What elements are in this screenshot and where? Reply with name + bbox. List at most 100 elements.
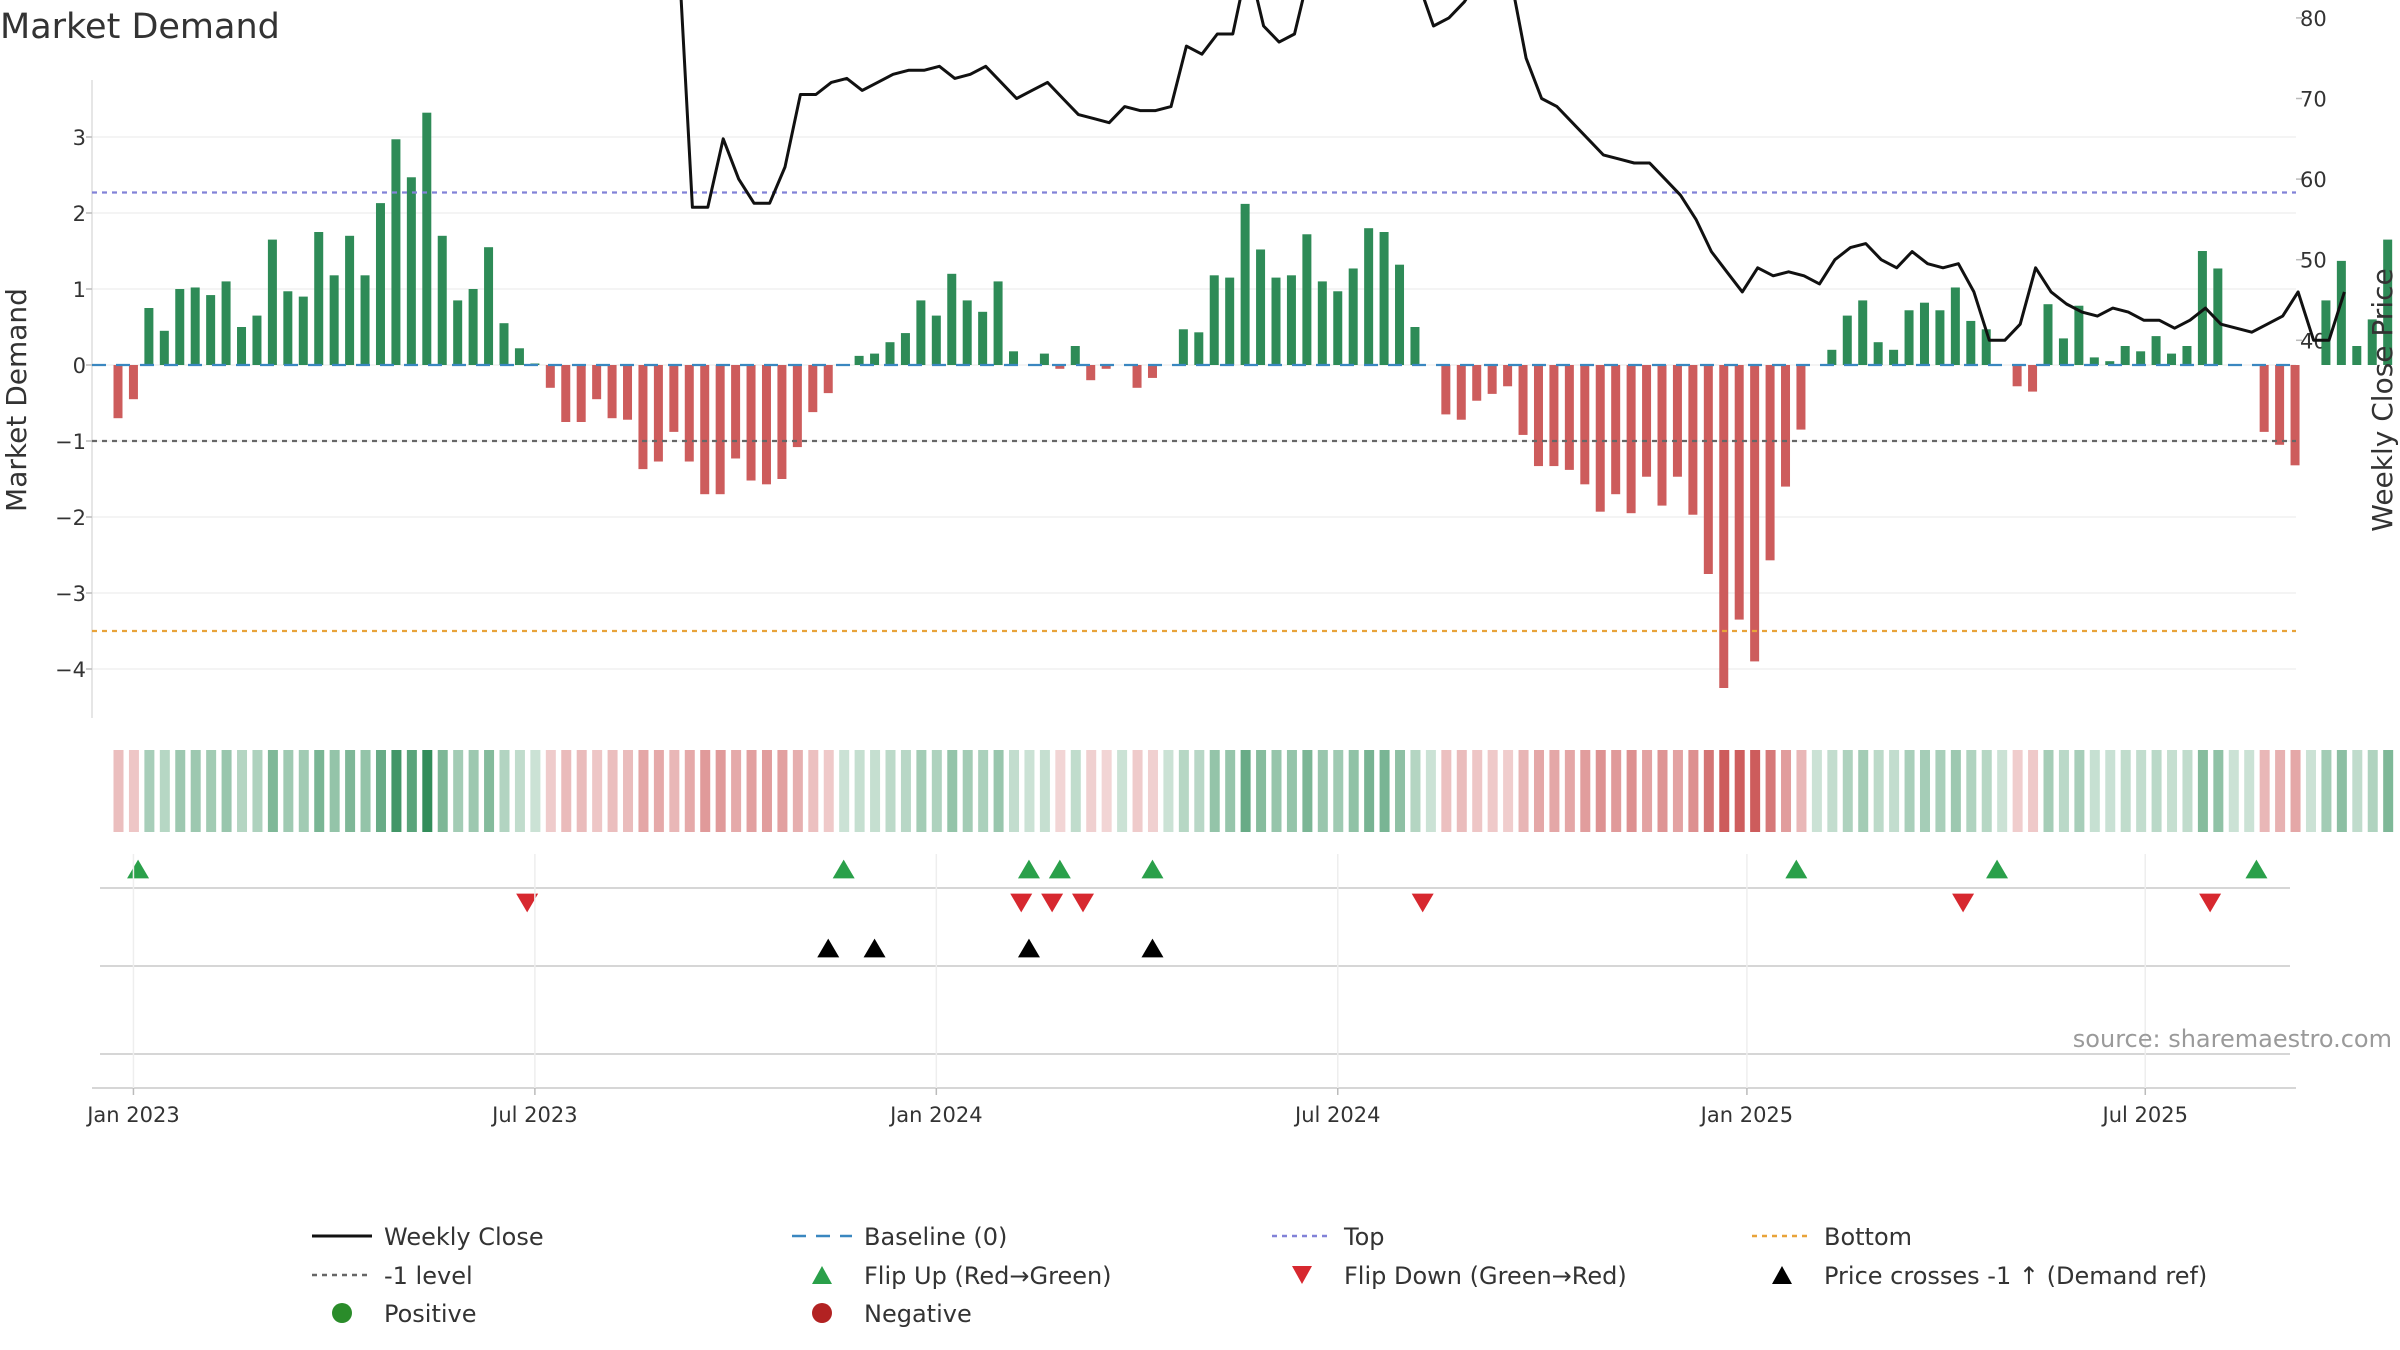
- demand-bar: [1240, 203, 1250, 365]
- demand-bar: [1225, 277, 1235, 365]
- demand-bar: [1966, 320, 1976, 365]
- heat-strip-cell: [885, 750, 896, 832]
- demand-bar: [1348, 268, 1358, 365]
- legend-label-baseline: Baseline (0): [864, 1223, 1007, 1251]
- demand-bar: [1842, 315, 1852, 365]
- demand-bar: [221, 281, 231, 365]
- price-cross-marker: [817, 938, 840, 958]
- heat-strip-cell: [329, 750, 340, 832]
- y-axis-title: Market Demand: [0, 288, 33, 512]
- demand-bar: [298, 296, 308, 365]
- heat-strip-cell: [1395, 750, 1406, 832]
- heat-strip-cell: [468, 750, 479, 832]
- demand-bar: [499, 323, 509, 365]
- demand-bar: [1070, 346, 1080, 365]
- x-tick-label: Jul 2023: [490, 1103, 577, 1127]
- reference-lines: [92, 191, 2296, 633]
- demand-bar: [1765, 365, 1775, 561]
- demand-bar: [592, 365, 602, 400]
- demand-bar: [1935, 310, 1945, 365]
- x-tick-label: Jul 2025: [2101, 1103, 2188, 1127]
- demand-bar: [267, 239, 277, 365]
- legend-label-bottom: Bottom: [1824, 1223, 1912, 1251]
- heat-strip-cell: [2244, 750, 2255, 832]
- demand-bar: [684, 365, 694, 462]
- heat-strip-cell: [2105, 750, 2116, 832]
- heat-strip-cell: [2213, 750, 2224, 832]
- demand-bar: [2074, 305, 2084, 365]
- heat-strip-cell: [592, 750, 603, 832]
- heat-strip-cell: [1147, 750, 1158, 832]
- demand-bar: [916, 300, 926, 365]
- legend-label-negative: Negative: [864, 1300, 972, 1328]
- heat-strip-cell: [2167, 750, 2178, 832]
- heat-strip-cell: [267, 750, 278, 832]
- demand-bar: [1580, 365, 1590, 485]
- demand-bar: [2336, 260, 2346, 365]
- demand-bar: [808, 365, 818, 413]
- heat-strip-cell: [484, 750, 495, 832]
- demand-bar: [2383, 239, 2393, 365]
- demand-bar: [2120, 346, 2130, 365]
- legend: Weekly Close Baseline (0) Top Bottom -1 leve…: [312, 1223, 2207, 1328]
- demand-bar: [360, 275, 370, 365]
- demand-bar: [1533, 365, 1543, 467]
- demand-bar: [1487, 365, 1497, 394]
- demand-bar: [329, 275, 339, 365]
- flip-down-marker: [1041, 893, 1064, 913]
- demand-bar: [406, 177, 416, 365]
- y2-tick-label: 50: [2300, 249, 2327, 273]
- heat-strip-cell: [1981, 750, 1992, 832]
- heat-strip-cell: [1410, 750, 1421, 832]
- demand-bar: [1256, 249, 1266, 365]
- heat-strip-cell: [808, 750, 819, 832]
- demand-bar: [1055, 365, 1065, 369]
- heat-strip-cell: [2151, 750, 2162, 832]
- heat-strip-cell: [1317, 750, 1328, 832]
- heat-strip-cell: [1364, 750, 1375, 832]
- heat-strip-cell: [159, 750, 170, 832]
- demand-bar: [2275, 365, 2285, 445]
- demand-bar: [885, 342, 895, 365]
- legend-label-top: Top: [1343, 1223, 1385, 1251]
- demand-bar: [1209, 275, 1219, 365]
- heat-strip-cell: [746, 750, 757, 832]
- demand-bar: [2290, 365, 2300, 466]
- heat-strip-cell: [530, 750, 541, 832]
- demand-bar: [2012, 365, 2022, 387]
- heat-strip-cell: [2197, 750, 2208, 832]
- heat-strip-cell: [1873, 750, 1884, 832]
- heat-strip-cell: [1950, 750, 1961, 832]
- demand-bar: [931, 315, 941, 365]
- demand-bar: [468, 289, 478, 365]
- heat-strip-cell: [1055, 750, 1066, 832]
- heat-strip-cell: [1039, 750, 1050, 832]
- left-axis-ticks: 3 2 1 0 −1 −2 −3 −4: [55, 126, 92, 682]
- heat-strip-cell: [623, 750, 634, 832]
- demand-bar: [1472, 365, 1482, 401]
- demand-bar: [1317, 281, 1327, 365]
- heat-strip-cell: [1919, 750, 1930, 832]
- demand-bar: [2182, 346, 2192, 365]
- demand-bar: [1039, 353, 1049, 365]
- demand-bar: [731, 365, 741, 459]
- demand-bar: [2043, 304, 2053, 365]
- demand-bar: [391, 139, 401, 365]
- heat-strip-cell: [1734, 750, 1745, 832]
- flip-up-marker: [2245, 859, 2268, 879]
- demand-bar: [345, 235, 355, 365]
- source-annotation: source: sharemaestro.com: [2073, 1025, 2392, 1053]
- heat-strip-cell: [144, 750, 155, 832]
- demand-bar: [484, 247, 494, 365]
- y-tick-label: 1: [73, 278, 86, 302]
- demand-bar: [1611, 365, 1621, 495]
- heat-strip-cell: [2259, 750, 2270, 832]
- demand-bar: [314, 232, 324, 365]
- legend-label-price_cross: Price crosses -1 ↑ (Demand ref): [1824, 1262, 2207, 1290]
- heat-strip-cell: [391, 750, 402, 832]
- heat-strip-cell: [2120, 750, 2131, 832]
- legend-label-flip_down: Flip Down (Green→Red): [1344, 1262, 1627, 1290]
- demand-bar: [1889, 349, 1899, 365]
